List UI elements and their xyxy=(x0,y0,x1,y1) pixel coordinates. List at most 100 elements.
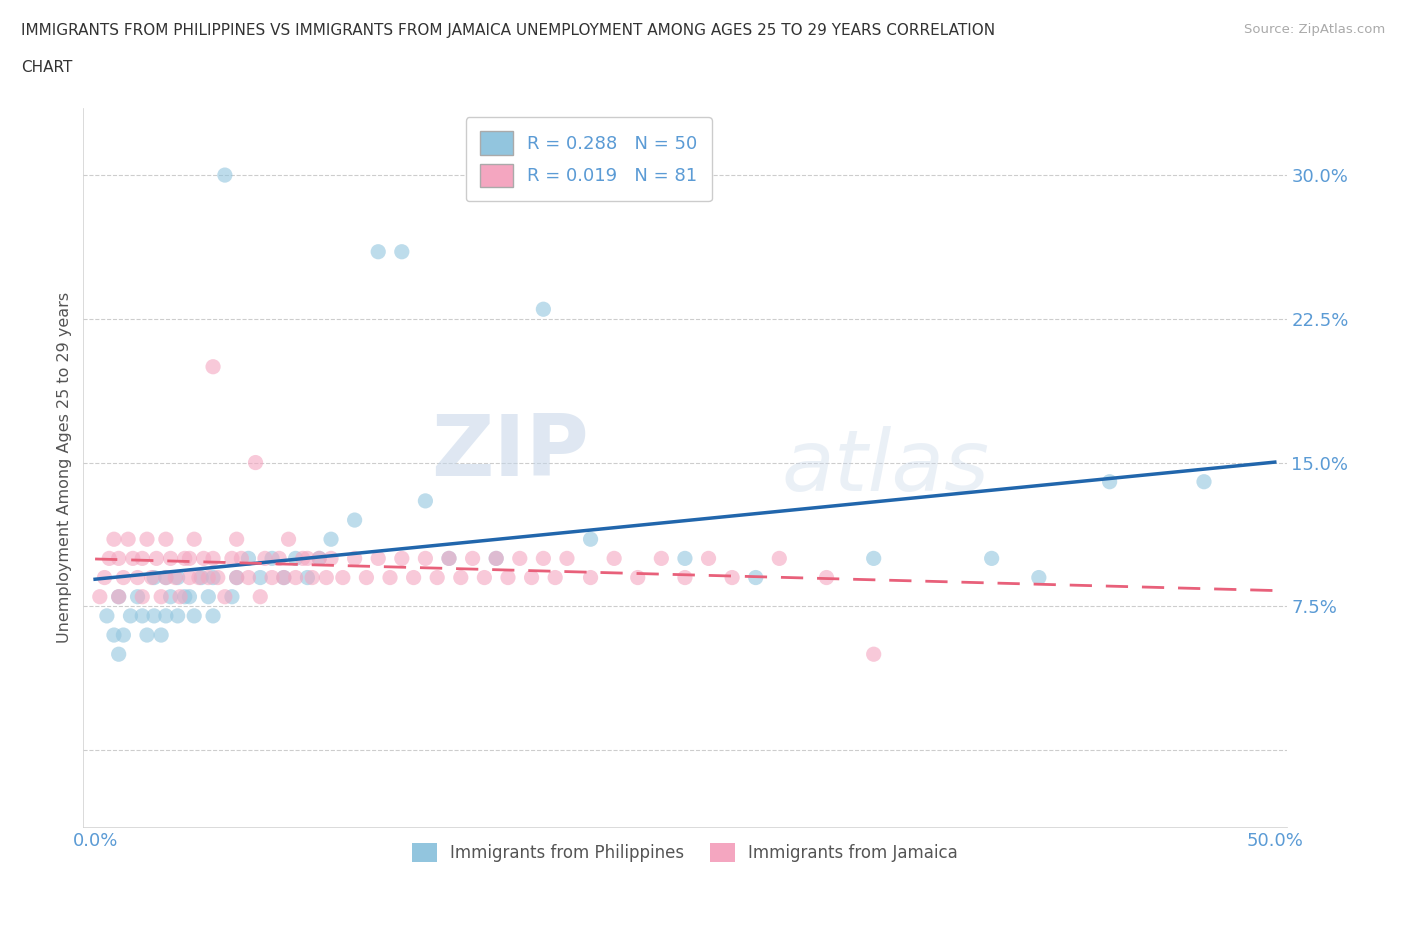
Text: atlas: atlas xyxy=(782,426,990,509)
Point xyxy=(112,570,135,585)
Point xyxy=(193,551,215,565)
Point xyxy=(143,570,166,585)
Point xyxy=(202,608,225,623)
Text: IMMIGRANTS FROM PHILIPPINES VS IMMIGRANTS FROM JAMAICA UNEMPLOYMENT AMONG AGES 2: IMMIGRANTS FROM PHILIPPINES VS IMMIGRANT… xyxy=(21,23,995,38)
Point xyxy=(197,590,219,604)
Point xyxy=(343,551,366,565)
Point xyxy=(367,245,389,259)
Point xyxy=(1028,570,1050,585)
Point xyxy=(173,590,195,604)
Point xyxy=(485,551,508,565)
Text: ZIP: ZIP xyxy=(430,411,589,495)
Point xyxy=(277,532,299,547)
Point xyxy=(343,512,366,527)
Point xyxy=(179,570,201,585)
Point xyxy=(155,532,177,547)
Point xyxy=(155,570,177,585)
Point xyxy=(291,551,314,565)
Point xyxy=(308,551,330,565)
Point xyxy=(145,551,167,565)
Point xyxy=(187,570,209,585)
Point xyxy=(131,551,153,565)
Point xyxy=(112,628,135,643)
Point xyxy=(150,590,173,604)
Point xyxy=(485,551,508,565)
Point xyxy=(221,551,243,565)
Point xyxy=(225,570,247,585)
Point xyxy=(273,570,295,585)
Point xyxy=(273,570,295,585)
Point xyxy=(166,570,188,585)
Point xyxy=(127,590,149,604)
Point xyxy=(159,551,181,565)
Point xyxy=(284,570,307,585)
Point xyxy=(332,570,354,585)
Point xyxy=(520,570,543,585)
Point xyxy=(544,570,567,585)
Point xyxy=(367,551,389,565)
Point xyxy=(141,570,163,585)
Point xyxy=(437,551,460,565)
Point xyxy=(214,590,236,604)
Point xyxy=(253,551,276,565)
Point xyxy=(103,532,125,547)
Point xyxy=(107,646,129,661)
Point xyxy=(165,570,187,585)
Point xyxy=(260,570,283,585)
Point xyxy=(402,570,425,585)
Point xyxy=(207,570,229,585)
Point xyxy=(120,608,142,623)
Point xyxy=(190,570,212,585)
Y-axis label: Unemployment Among Ages 25 to 29 years: Unemployment Among Ages 25 to 29 years xyxy=(58,292,72,643)
Point xyxy=(531,302,554,317)
Point xyxy=(301,570,323,585)
Point xyxy=(131,590,153,604)
Point xyxy=(225,570,247,585)
Point xyxy=(437,551,460,565)
Point xyxy=(214,167,236,182)
Point xyxy=(391,245,413,259)
Point xyxy=(461,551,484,565)
Point xyxy=(260,551,283,565)
Point xyxy=(183,608,205,623)
Text: Source: ZipAtlas.com: Source: ZipAtlas.com xyxy=(1244,23,1385,36)
Point xyxy=(159,590,181,604)
Point xyxy=(155,570,177,585)
Point xyxy=(862,646,884,661)
Point xyxy=(231,551,253,565)
Point xyxy=(415,494,437,509)
Point xyxy=(143,608,166,623)
Point xyxy=(980,551,1002,565)
Point xyxy=(202,551,225,565)
Point xyxy=(308,551,330,565)
Point xyxy=(238,551,260,565)
Point xyxy=(89,590,111,604)
Point xyxy=(179,590,201,604)
Point xyxy=(721,570,744,585)
Point xyxy=(173,551,195,565)
Point xyxy=(531,551,554,565)
Point xyxy=(450,570,472,585)
Point xyxy=(426,570,449,585)
Point xyxy=(183,532,205,547)
Point xyxy=(862,551,884,565)
Point xyxy=(197,570,219,585)
Point xyxy=(249,590,271,604)
Text: CHART: CHART xyxy=(21,60,73,75)
Point xyxy=(319,532,342,547)
Point xyxy=(415,551,437,565)
Point xyxy=(117,532,139,547)
Point xyxy=(202,570,225,585)
Point xyxy=(131,608,153,623)
Point xyxy=(579,532,602,547)
Point xyxy=(650,551,672,565)
Point xyxy=(121,551,143,565)
Point xyxy=(297,551,319,565)
Legend: Immigrants from Philippines, Immigrants from Jamaica: Immigrants from Philippines, Immigrants … xyxy=(405,836,965,869)
Point xyxy=(356,570,378,585)
Point xyxy=(509,551,531,565)
Point xyxy=(579,570,602,585)
Point xyxy=(319,551,342,565)
Point xyxy=(155,608,177,623)
Point xyxy=(127,570,149,585)
